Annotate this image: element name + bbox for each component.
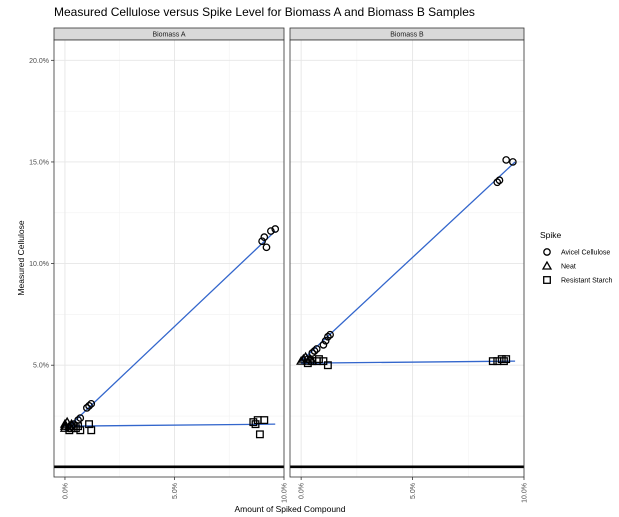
legend-label-avicel-cellulose: Avicel Cellulose	[561, 250, 610, 257]
panel-biomass-a: Biomass A 0.0% 5.0% 10.0% 5.0% 10.0% 15.0% 20.0…	[29, 27, 289, 503]
legend-key-resistant-starch	[543, 276, 551, 284]
fit-line-avicel-cellulose	[300, 161, 516, 362]
point-resistant-starch	[71, 424, 80, 433]
y-tick-label: 10.0%	[29, 261, 49, 268]
point-resistant-starch	[303, 359, 312, 368]
panel-strip-label: Biomass A	[152, 32, 185, 39]
point-neat	[298, 353, 309, 363]
fit-line-resistant-starch	[301, 360, 516, 364]
panel-strip-label: Biomass B	[390, 32, 424, 39]
point-avicel-cellulose	[509, 158, 517, 166]
point-resistant-starch	[499, 357, 508, 366]
point-avicel-cellulose	[260, 233, 269, 242]
point-avicel-cellulose	[326, 330, 334, 339]
point-resistant-starch	[251, 420, 260, 429]
x-tick-label: 0.0%	[62, 483, 69, 499]
point-avicel-cellulose	[262, 243, 271, 252]
panel-border	[53, 39, 285, 478]
fit-line-resistant-starch	[64, 423, 276, 427]
legend: Spike Avicel Cellulose Neat Resistant Star…	[540, 230, 612, 285]
y-tick-label: 20.0%	[29, 58, 49, 65]
panel-background	[290, 40, 524, 477]
x-tick-label: 10.0%	[282, 483, 289, 503]
legend-key-neat	[541, 260, 553, 270]
point-resistant-starch	[315, 355, 323, 364]
point-avicel-cellulose	[258, 237, 266, 246]
point-resistant-starch	[260, 416, 269, 425]
point-resistant-starch	[249, 418, 258, 427]
y-tick-label: 5.0%	[33, 363, 49, 370]
x-tick-label: 0.0%	[299, 483, 306, 499]
point-avicel-cellulose	[87, 399, 96, 408]
point-resistant-starch	[74, 422, 83, 431]
chart-panels: Biomass A 0.0% 5.0% 10.0% 5.0% 10.0% 15.0% 20.0…	[29, 27, 529, 503]
panel-border	[289, 39, 525, 478]
point-resistant-starch	[255, 430, 264, 439]
legend-title: Spike	[540, 230, 562, 240]
point-avicel-cellulose	[267, 227, 275, 235]
point-neat	[64, 420, 75, 430]
y-axis-title: Measured Cellulose	[16, 220, 26, 295]
point-avicel-cellulose	[319, 341, 328, 349]
x-tick-label: 5.0%	[172, 483, 179, 499]
legend-label-resistant-starch: Resistant Starch	[561, 278, 612, 285]
point-avicel-cellulose	[310, 347, 319, 355]
legend-key-avicel-cellulose	[543, 248, 551, 256]
point-avicel-cellulose	[321, 336, 330, 345]
point-avicel-cellulose	[324, 332, 332, 341]
legend-label-neat: Neat	[561, 264, 576, 271]
x-tick-label: 5.0%	[410, 483, 417, 499]
point-resistant-starch	[87, 426, 96, 435]
x-tick-label: 10.0%	[522, 483, 529, 503]
point-resistant-starch	[69, 422, 78, 431]
point-resistant-starch	[497, 355, 506, 364]
panel-background	[54, 40, 284, 477]
point-avicel-cellulose	[85, 402, 93, 410]
point-avicel-cellulose	[83, 404, 91, 412]
point-avicel-cellulose	[495, 176, 504, 185]
point-resistant-starch	[76, 426, 85, 435]
point-resistant-starch	[319, 357, 328, 366]
chart-title: Measured Cellulose versus Spike Level fo…	[54, 5, 475, 19]
point-avicel-cellulose	[76, 414, 85, 422]
x-axis-title: Amount of Spiked Compound	[234, 504, 345, 514]
point-avicel-cellulose	[493, 178, 502, 187]
point-resistant-starch	[502, 355, 511, 364]
point-neat	[59, 418, 71, 428]
y-tick-label: 15.0%	[29, 159, 49, 166]
point-resistant-starch	[488, 357, 497, 366]
panel-biomass-b: Biomass B 0.0% 5.0% 10.0%	[289, 27, 529, 503]
point-avicel-cellulose	[271, 225, 280, 233]
point-resistant-starch	[323, 361, 332, 370]
point-avicel-cellulose	[502, 156, 511, 164]
point-avicel-cellulose	[312, 345, 321, 353]
fit-line-avicel-cellulose	[64, 230, 276, 431]
